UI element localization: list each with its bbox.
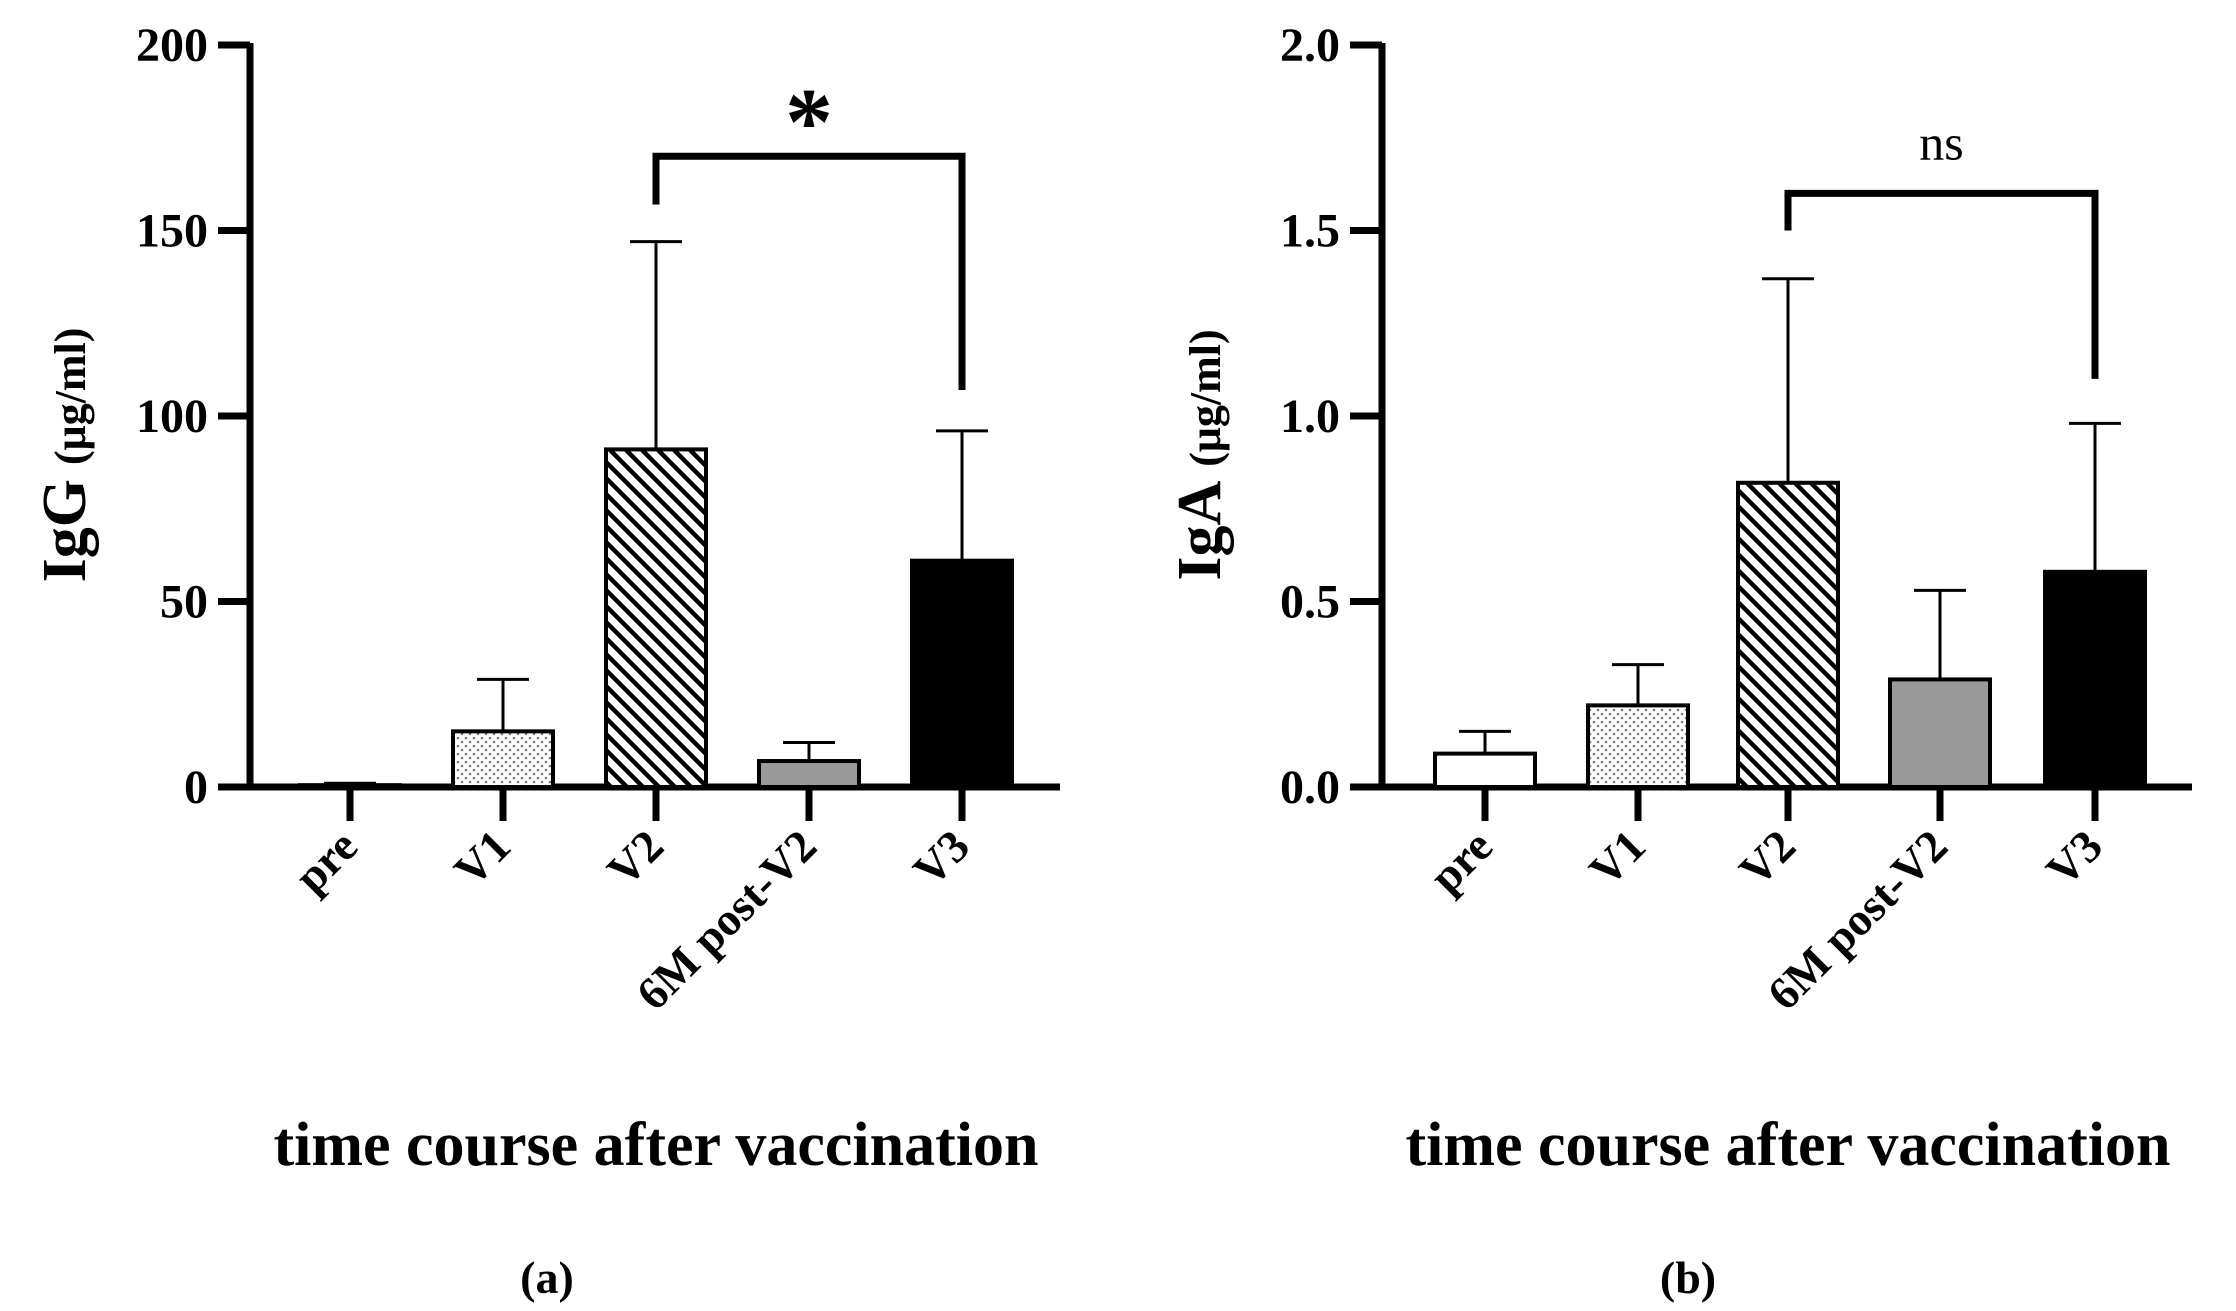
panel-a-bar <box>910 558 1014 789</box>
panel-b-category-label: V2 <box>1729 820 1805 896</box>
panel-a-bar <box>298 783 402 790</box>
panel-a-significance: * <box>652 68 966 391</box>
panel-a-significance-label: * <box>785 68 833 175</box>
panel-a-yticks: 0 50 100 150 200 <box>136 19 250 814</box>
panel-a-ytick-label: 0 <box>184 761 208 814</box>
panel-b-ylabel-unit: (μg/ml) <box>1181 329 1230 466</box>
panel-a-category-label: V3 <box>903 820 979 896</box>
panel-a-bar <box>451 729 555 789</box>
panel-b-label: (b) <box>1660 1252 1716 1303</box>
panel-b-bar <box>1586 703 1690 790</box>
panel-a-ylabel-main: IgG <box>31 479 99 582</box>
panel-a-ytick-label: 150 <box>136 205 208 258</box>
panel-a-label: (a) <box>520 1252 574 1303</box>
panel-b-ylabel: IgA (μg/ml) <box>1166 329 1234 580</box>
panel-a-ylabel: IgG (μg/ml) <box>31 328 99 583</box>
panel-b-yticks: 0.0 0.5 1.0 1.5 2.0 <box>1280 19 1382 814</box>
panel-b-category-label: V1 <box>1579 820 1655 896</box>
panel-b-error-bars <box>1459 277 2121 754</box>
panel-b-ylabel-main: IgA <box>1166 481 1234 581</box>
panel-b-ytick-label: 0.0 <box>1280 761 1340 814</box>
panel-b-category-label: V3 <box>2036 820 2112 896</box>
panel-b-significance-label: ns <box>1919 114 1963 170</box>
panel-b-ytick-label: 2.0 <box>1280 19 1340 72</box>
panel-b-ytick-label: 1.5 <box>1280 205 1340 258</box>
panel-b-bar <box>1433 751 1537 789</box>
panel-a-bar <box>604 447 708 789</box>
panel-a-bars <box>298 447 1014 790</box>
panel-b-bar <box>1736 480 1840 789</box>
panel-b-significance-bracket <box>1784 189 2099 379</box>
panel-b-ytick-label: 0.5 <box>1280 576 1340 629</box>
panel-b-xlabel: time course after vaccination <box>1405 1111 2170 1179</box>
panel-b-bar <box>2043 569 2147 789</box>
panel-b-significance: ns <box>1784 114 2099 379</box>
panel-a-category-label: V1 <box>444 820 520 896</box>
panel-a-ytick-label: 50 <box>160 576 208 629</box>
panel-a-significance-bracket <box>652 152 966 391</box>
panel-a-error-bars <box>324 240 988 786</box>
panel-a-ytick-label: 200 <box>136 19 208 72</box>
panel-a-category-label: pre <box>285 820 367 902</box>
panel-b-category-label: pre <box>1420 820 1502 902</box>
panel-b-ytick-label: 1.0 <box>1280 390 1340 443</box>
panel-a-ylabel-unit: (μg/ml) <box>46 328 95 465</box>
panel-a-category-label: V2 <box>597 820 673 896</box>
panel-b-bars <box>1433 480 2147 790</box>
panel-a-ytick-label: 100 <box>136 390 208 443</box>
panel-b-bar <box>1888 677 1992 789</box>
panel-a-bar <box>757 759 861 790</box>
panel-a-xlabel: time course after vaccination <box>273 1111 1038 1179</box>
